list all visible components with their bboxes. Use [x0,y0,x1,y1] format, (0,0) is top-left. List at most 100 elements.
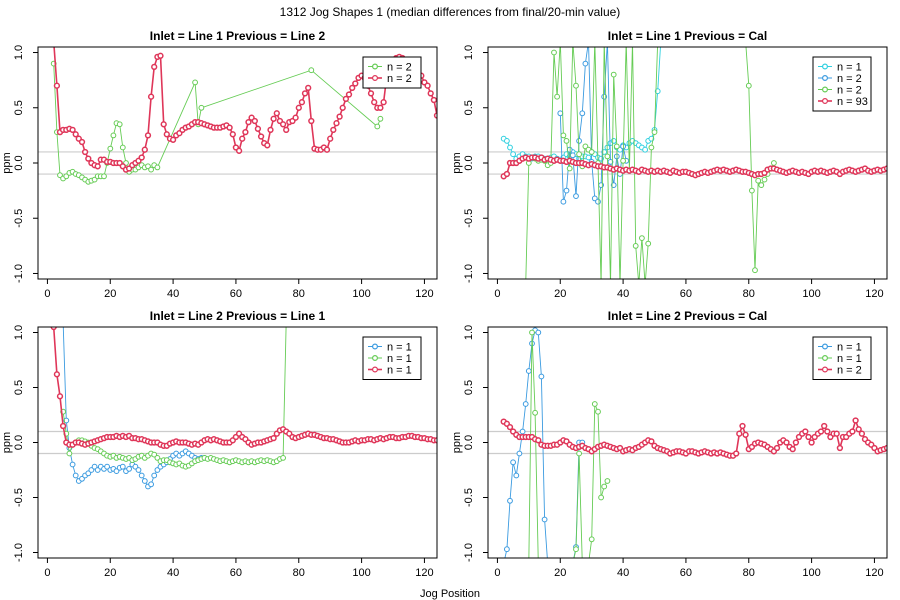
data-point [305,84,312,92]
y-tick-label: 0.5 [13,100,25,115]
x-tick-label: 0 [44,567,50,579]
legend: n = 2n = 2 [362,56,422,89]
data-point [323,146,331,153]
data-point [620,157,626,164]
legend-marker [372,366,379,373]
data-point [254,125,262,132]
data-point [433,437,437,444]
data-point [69,461,76,468]
data-point [66,450,73,457]
data-point [506,423,514,431]
x-tick-label: 20 [554,567,566,579]
data-point [805,433,812,441]
y-axis-label: ppm [451,432,463,453]
x-tick-label: 40 [167,288,179,300]
data-point [63,173,70,180]
data-point [573,546,579,553]
legend-marker [821,63,828,70]
data-point [94,163,101,170]
data-point [151,63,158,71]
x-tick-label: 20 [104,288,116,300]
data-point [433,112,437,119]
data-point [169,136,177,143]
data-point [72,131,79,138]
data-point [298,99,306,106]
legend-label: n = 1 [837,353,862,365]
data-point [595,198,601,205]
series-line [528,332,608,558]
data-point [53,82,61,89]
series-red [50,327,437,449]
data-point [601,483,608,490]
x-tick-label: 120 [415,288,433,300]
data-point [591,401,598,407]
x-tick-label: 100 [352,567,370,579]
data-point [808,439,815,446]
plot-area [50,47,437,185]
x-tick-label: 120 [415,567,433,579]
data-point [535,329,542,336]
legend-marker [821,74,828,81]
y-tick-label: 0.0 [13,435,25,450]
data-point [85,155,92,162]
data-point [352,80,359,87]
data-point [270,434,277,442]
data-point [733,450,740,457]
data-point [239,135,246,142]
data-point [613,143,620,150]
data-point [251,117,258,125]
legend-marker [821,86,828,93]
data-point [226,124,233,131]
data-point [119,463,126,470]
data-point [745,82,752,89]
plot-area [500,47,887,279]
data-point [651,129,658,136]
y-tick-label: -0.5 [13,488,25,507]
legend-item: n = 1 [368,353,412,365]
data-point [802,428,809,435]
data-point [374,123,381,130]
legend-item: n = 1 [818,342,862,354]
series-green [50,60,384,185]
figure-title: 1312 Jog Shapes 1 (median differences fr… [280,5,621,19]
series-red [53,47,437,173]
y-tick-label: -1.0 [463,543,475,562]
data-point [138,472,145,479]
data-point [113,468,120,475]
x-tick-label: 120 [865,288,883,300]
plot-area [50,327,437,490]
data-point [430,96,437,104]
x-tick-label: 80 [293,567,305,579]
data-point [576,450,582,457]
data-point [742,431,749,438]
legend-item: n = 2 [818,73,862,85]
data-point [245,118,252,126]
legend: n = 1n = 1n = 1 [362,336,422,380]
data-point [522,401,529,407]
y-tick-label: 0.0 [463,435,475,450]
data-point [513,472,520,479]
data-point [138,154,145,161]
data-point [582,60,589,67]
data-point [110,132,117,139]
data-point [380,99,387,106]
data-point [792,439,800,446]
data-point [519,428,526,435]
x-tick-label: 0 [494,288,500,300]
data-point [345,91,353,98]
data-point [78,138,86,146]
y-tick-label: -0.5 [463,488,475,507]
data-point [163,131,170,138]
data-point [342,95,350,103]
data-point [295,104,302,111]
data-point [339,104,346,111]
data-point [116,121,123,128]
x-tick-label: 40 [617,288,629,300]
legend-marker [372,343,379,350]
data-point [525,368,532,374]
x-tick-label: 120 [865,567,883,579]
data-point [532,409,538,416]
data-point [257,133,265,140]
data-point [283,126,290,134]
legend-label: n = 1 [837,342,862,354]
